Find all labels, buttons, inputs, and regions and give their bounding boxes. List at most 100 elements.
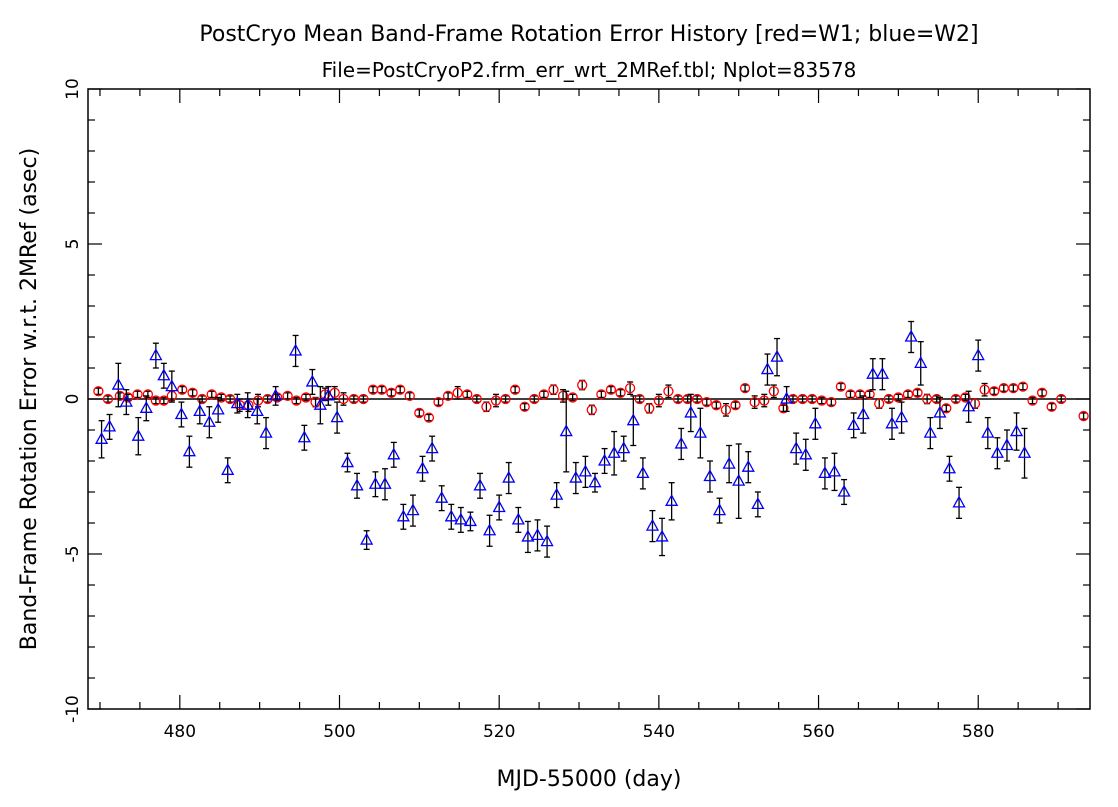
w1-marker [442, 390, 454, 402]
w2-marker [230, 396, 244, 409]
w1-marker [282, 390, 293, 402]
w2-point [1017, 427, 1032, 479]
w2-marker [1017, 445, 1032, 458]
w1-point [835, 381, 847, 392]
w1-marker [500, 393, 511, 405]
w1-marker [433, 396, 444, 408]
w1-point [941, 403, 952, 414]
w2-point [368, 471, 383, 498]
w1-point [979, 382, 990, 397]
w2-point [875, 358, 890, 391]
w2-point [250, 398, 264, 425]
w2-marker [665, 493, 679, 506]
w1-marker [102, 393, 114, 405]
w2-marker [259, 425, 273, 438]
x-tick-label: 560 [802, 722, 834, 742]
w1-point [1027, 395, 1038, 406]
w1-point [509, 384, 521, 395]
w1-marker [979, 384, 990, 395]
w1-marker [386, 387, 397, 398]
w2-point [425, 435, 439, 462]
w1-marker [768, 386, 779, 397]
w2-point [569, 461, 583, 495]
w2-point [139, 395, 153, 422]
w2-marker [942, 461, 957, 474]
w2-point [684, 393, 698, 433]
w1-point [206, 389, 217, 400]
w2-marker [444, 509, 458, 522]
w2-point [492, 494, 506, 521]
w2-marker [102, 419, 117, 432]
w1-point [1017, 381, 1029, 392]
w1-marker [481, 401, 492, 412]
w2-point [933, 396, 947, 430]
w1-marker [452, 387, 463, 398]
w2-marker [1000, 438, 1014, 451]
w2-marker [165, 379, 179, 392]
w2-marker [482, 523, 497, 536]
w2-point [435, 485, 449, 512]
w2-marker [540, 534, 554, 547]
w2-marker [971, 348, 985, 361]
w1-marker [224, 393, 236, 405]
w2-marker [799, 447, 813, 460]
w1-marker [300, 392, 312, 403]
w1-point [768, 384, 779, 399]
w1-marker [634, 393, 645, 405]
w1-point [177, 384, 188, 395]
w1-marker [596, 389, 607, 400]
y-axis: -10 -5 0 5 10 [63, 78, 1090, 723]
w2-marker [415, 461, 430, 474]
w1-point [634, 393, 645, 405]
w2-point [473, 472, 487, 499]
w2-marker [760, 362, 775, 375]
w1-marker [1027, 395, 1038, 406]
w2-marker [837, 484, 851, 497]
x-tick-label: 540 [643, 722, 675, 742]
w1-point [1036, 387, 1048, 398]
w1-marker [567, 392, 578, 403]
w2-point [521, 520, 535, 554]
w2-marker [550, 487, 564, 500]
w1-point [893, 392, 904, 403]
w2-marker [617, 441, 631, 454]
w2-point [540, 525, 554, 558]
w2-point [102, 413, 117, 440]
w1-point [692, 393, 703, 405]
w2-marker [933, 405, 947, 418]
w1-point [998, 382, 1009, 394]
w1-marker [912, 387, 923, 398]
w1-marker [132, 389, 143, 400]
w2-point [387, 441, 401, 468]
w1-point [462, 389, 473, 400]
w1-point [826, 396, 837, 408]
w2-point [305, 368, 319, 396]
w2-point [665, 482, 679, 521]
x-tick-label: 580 [962, 722, 994, 742]
w1-point [150, 395, 162, 406]
w1-marker [471, 393, 482, 405]
w1-point [404, 390, 415, 402]
w1-point [102, 393, 114, 405]
w2-point [645, 509, 660, 543]
w1-point [386, 387, 397, 398]
w2-marker [202, 414, 216, 427]
w2-marker [866, 366, 880, 379]
w2-point [703, 460, 717, 493]
w1-marker [577, 379, 588, 391]
w1-marker [864, 389, 875, 400]
w2-marker [914, 356, 928, 368]
w1-marker [605, 384, 617, 395]
w1-marker [423, 412, 435, 423]
w2-marker [875, 366, 890, 379]
w2-point [923, 416, 937, 450]
y-tick-label: -10 [63, 695, 83, 723]
w2-marker [350, 478, 364, 491]
w1-point [807, 393, 818, 405]
w1-marker [557, 390, 569, 402]
w2-marker [241, 397, 255, 410]
w2-point [330, 401, 344, 434]
w2-marker [221, 462, 235, 475]
w2-marker [885, 416, 899, 429]
w1-point [452, 385, 463, 400]
